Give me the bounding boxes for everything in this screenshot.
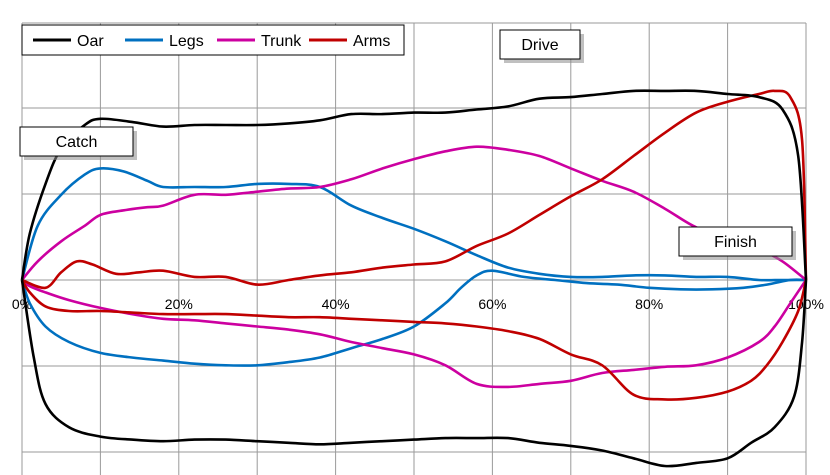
x-tick-label: 20% [165, 296, 193, 312]
annotation-label: Finish [714, 234, 757, 251]
legend-entry-trunk: Trunk [217, 33, 302, 50]
gridlines [21, 22, 807, 475]
x-tick-labels: 0% 20% 40% 60% 80% 100% [12, 296, 824, 312]
legend-label: Arms [353, 33, 390, 50]
series-line-legs-recovery [20, 269, 807, 367]
legend-entry-legs: Legs [125, 33, 204, 50]
legend-label: Oar [77, 33, 104, 50]
series-line-oar-recovery [20, 279, 808, 468]
series-line-arms-recovery [20, 279, 808, 401]
legend: Oar Legs Trunk Arms [21, 24, 405, 56]
x-tick-label: 40% [322, 296, 350, 312]
series-line-oar-drive [20, 89, 808, 281]
series-lines [20, 89, 808, 468]
series-line-arms-drive [21, 89, 808, 290]
annotation-finish: Finish [678, 226, 796, 260]
legend-label: Trunk [261, 33, 302, 50]
legend-entry-arms: Arms [309, 33, 390, 50]
x-tick-label: 100% [788, 296, 824, 312]
annotations: Catch Drive Finish [19, 29, 796, 260]
series-line-legs-drive [20, 167, 806, 282]
annotation-label: Drive [521, 37, 558, 54]
legend-label: Legs [169, 33, 204, 50]
series-line-trunk-drive [20, 145, 807, 282]
annotation-drive: Drive [499, 29, 584, 63]
x-tick-label: 60% [478, 296, 506, 312]
annotation-label: Catch [56, 134, 98, 151]
x-tick-label: 80% [635, 296, 663, 312]
legend-entry-oar: Oar [33, 33, 104, 50]
annotation-catch: Catch [19, 126, 137, 160]
